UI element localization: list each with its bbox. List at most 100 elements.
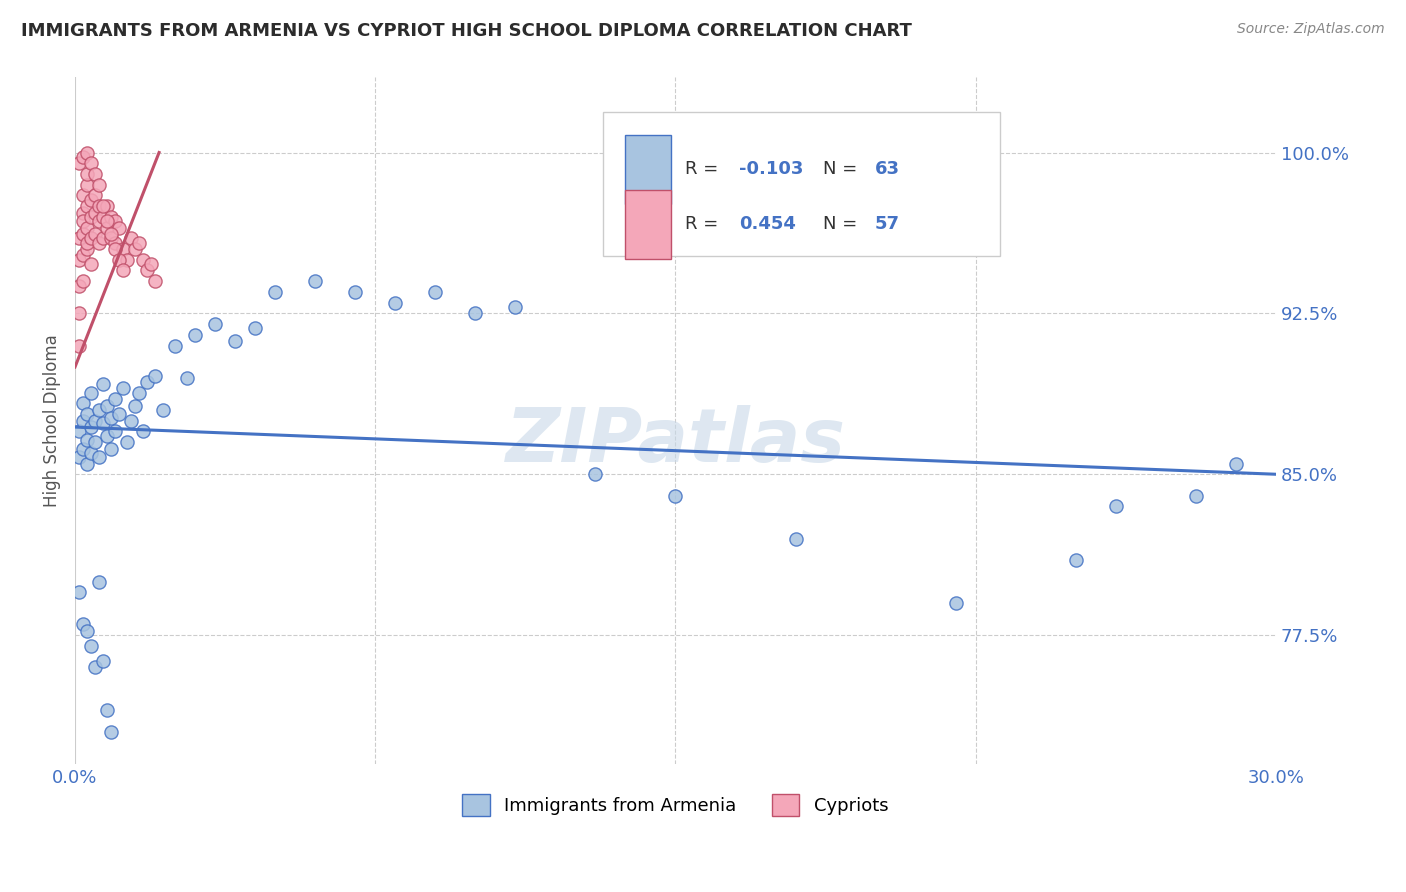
Point xyxy=(96,428,118,442)
Point xyxy=(80,446,103,460)
Point xyxy=(120,414,142,428)
Point xyxy=(67,156,90,170)
Text: ZIPatlas: ZIPatlas xyxy=(506,405,845,478)
Text: R =: R = xyxy=(685,215,724,233)
Point xyxy=(108,252,131,267)
Point xyxy=(100,227,122,241)
Point xyxy=(152,403,174,417)
Point xyxy=(72,442,94,456)
Point xyxy=(91,210,114,224)
Point xyxy=(136,263,159,277)
Point xyxy=(100,210,122,224)
FancyBboxPatch shape xyxy=(626,135,671,203)
Text: Source: ZipAtlas.com: Source: ZipAtlas.com xyxy=(1237,22,1385,37)
Point xyxy=(84,167,107,181)
Point xyxy=(124,399,146,413)
Point xyxy=(1185,489,1208,503)
Text: 0.454: 0.454 xyxy=(740,215,796,233)
FancyBboxPatch shape xyxy=(603,112,1000,256)
Point xyxy=(176,370,198,384)
Point xyxy=(143,274,166,288)
Point xyxy=(72,274,94,288)
Point xyxy=(84,435,107,450)
Point xyxy=(80,193,103,207)
Point xyxy=(87,450,110,464)
Point xyxy=(112,381,135,395)
Point xyxy=(67,278,90,293)
Point xyxy=(80,257,103,271)
Point xyxy=(945,596,967,610)
Point xyxy=(84,227,107,241)
Point xyxy=(72,248,94,262)
Point xyxy=(76,242,98,256)
Point xyxy=(104,425,127,439)
Point xyxy=(96,199,118,213)
Point xyxy=(84,414,107,428)
Point xyxy=(76,220,98,235)
Point xyxy=(108,220,131,235)
Point xyxy=(67,425,90,439)
Point xyxy=(84,205,107,219)
Point xyxy=(87,178,110,192)
Y-axis label: High School Diploma: High School Diploma xyxy=(44,334,60,507)
Point xyxy=(143,368,166,383)
Point xyxy=(67,450,90,464)
Point xyxy=(100,442,122,456)
Point xyxy=(1105,500,1128,514)
Point xyxy=(80,156,103,170)
Point xyxy=(124,242,146,256)
Point xyxy=(84,660,107,674)
Point xyxy=(184,327,207,342)
Point xyxy=(76,457,98,471)
Point xyxy=(100,231,122,245)
Point xyxy=(165,338,187,352)
Point xyxy=(204,317,226,331)
Point xyxy=(91,231,114,245)
Point xyxy=(76,178,98,192)
Text: 63: 63 xyxy=(875,161,900,178)
Point xyxy=(76,433,98,447)
Point xyxy=(80,385,103,400)
Point xyxy=(87,214,110,228)
Point xyxy=(384,295,406,310)
Point xyxy=(91,377,114,392)
Point xyxy=(115,252,138,267)
Point xyxy=(80,210,103,224)
Point xyxy=(67,585,90,599)
Point xyxy=(96,703,118,717)
Point xyxy=(72,214,94,228)
Legend: Immigrants from Armenia, Cypriots: Immigrants from Armenia, Cypriots xyxy=(456,787,896,823)
Point xyxy=(84,188,107,202)
Point xyxy=(72,414,94,428)
Point xyxy=(72,227,94,241)
Point xyxy=(72,205,94,219)
Point xyxy=(304,274,326,288)
Point xyxy=(128,385,150,400)
Point xyxy=(243,321,266,335)
Point xyxy=(96,214,118,228)
Point xyxy=(80,231,103,245)
Point xyxy=(80,420,103,434)
Point xyxy=(132,252,155,267)
Point xyxy=(91,199,114,213)
Point xyxy=(505,300,527,314)
Point xyxy=(112,263,135,277)
Text: -0.103: -0.103 xyxy=(740,161,803,178)
Point xyxy=(425,285,447,299)
Point xyxy=(96,399,118,413)
Point xyxy=(87,574,110,589)
Point xyxy=(104,214,127,228)
Point xyxy=(100,724,122,739)
Point xyxy=(76,199,98,213)
Point xyxy=(80,639,103,653)
Point xyxy=(91,416,114,430)
Point xyxy=(139,257,162,271)
Point xyxy=(72,617,94,632)
Point xyxy=(120,231,142,245)
Point xyxy=(583,467,606,482)
Point xyxy=(104,242,127,256)
Point xyxy=(87,403,110,417)
Point xyxy=(72,188,94,202)
Point xyxy=(100,411,122,425)
Point xyxy=(115,435,138,450)
